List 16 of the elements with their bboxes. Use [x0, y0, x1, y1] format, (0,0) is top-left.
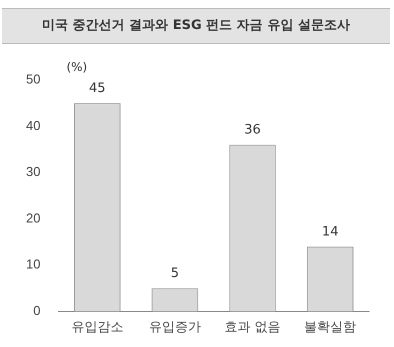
data-label: 36 — [244, 122, 261, 138]
y-tick-label: 0 — [33, 302, 40, 318]
x-tick-label: 효과 없음 — [224, 318, 280, 334]
x-tick-label: 유입감소 — [71, 318, 124, 334]
x-tick-label: 불확실함 — [304, 318, 356, 334]
data-label: 45 — [89, 81, 106, 96]
y-tick-label: 20 — [26, 210, 40, 226]
data-label: 14 — [322, 224, 338, 240]
chart-title: 미국 중간선거 결과와 ESG 펀드 자금 유입 설문조사 — [2, 8, 390, 44]
y-tick-label: 10 — [26, 256, 40, 272]
y-tick-label: 30 — [26, 164, 40, 180]
data-label: 5 — [170, 266, 180, 282]
y-tick-label: 40 — [26, 118, 40, 133]
y-axis-title: (%) — [66, 60, 88, 74]
y-tick-label: 50 — [26, 72, 40, 87]
x-tick-label: 유입증가 — [148, 318, 201, 334]
